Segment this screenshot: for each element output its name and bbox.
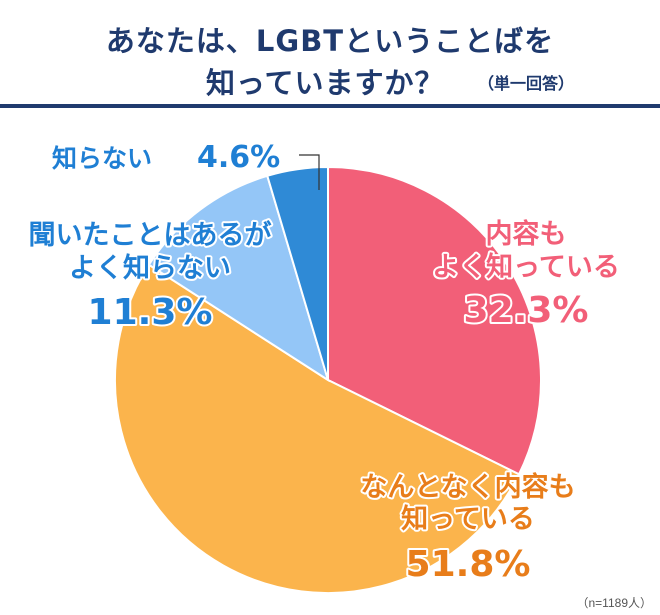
slice-dont-know (266, 165, 329, 381)
sample-size-note: （n=1189人） (576, 596, 653, 610)
pie-slices (113, 165, 542, 595)
label-know-well-line2: よく知っている (432, 252, 620, 283)
value-know-somewhat: 51.8% (406, 544, 531, 585)
value-dont-know: 4.6% (197, 140, 280, 175)
leader-line-dont-know (299, 154, 320, 190)
label-know-well-line1: 内容も (486, 218, 567, 250)
chart-title-line1: あなたは、LGBTということばを (105, 24, 555, 58)
answer-type-note: （単一回答） (478, 74, 575, 93)
title-block: あなたは、LGBTということばを 知っていますか？ （単一回答） (0, 0, 660, 108)
label-heard-not-know-line1: 聞いたことはあるが (29, 219, 272, 251)
slice-heard-not-know (147, 174, 330, 383)
label-know-somewhat-line2: 知っている (401, 504, 535, 535)
chart-title-line2: 知っていますか？ (206, 66, 445, 100)
slice-know-well (327, 165, 542, 476)
value-know-well: 32.3% (464, 290, 589, 331)
label-know-somewhat-line1: なんとなく内容も (360, 471, 575, 503)
label-dont-know: 知らない (52, 144, 152, 173)
value-heard-not-know: 11.3% (88, 292, 213, 333)
label-heard-not-know-line2: よく知らない (69, 253, 231, 284)
title-divider (0, 104, 660, 108)
slice-know-somewhat (113, 263, 521, 595)
